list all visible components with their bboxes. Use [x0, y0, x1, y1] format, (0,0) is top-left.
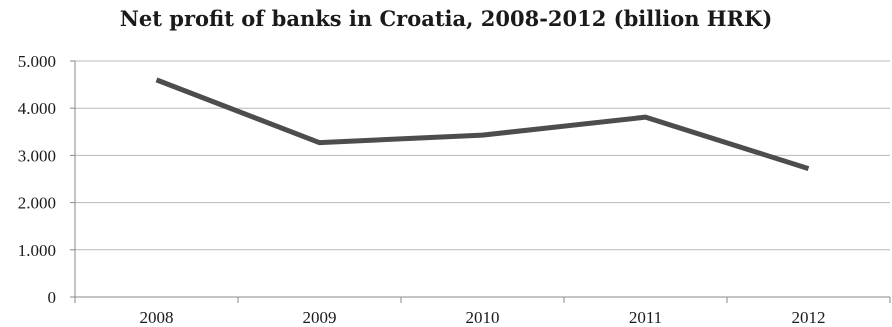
y-tick-label: 0: [48, 288, 57, 307]
chart-title: Net profit of banks in Croatia, 2008-201…: [119, 6, 773, 31]
y-tick-label: 1.000: [18, 241, 56, 260]
y-tick-label: 5.000: [18, 52, 56, 71]
gridlines: [75, 60, 890, 251]
y-tick-label: 3.000: [18, 146, 56, 165]
x-tick-label: 2012: [792, 308, 826, 327]
y-tick-label: 2.000: [18, 194, 56, 213]
series-layer: [155, 77, 810, 172]
x-tick-label: 2010: [466, 308, 500, 327]
axes: [70, 60, 891, 303]
x-tick-label: 2011: [629, 308, 662, 327]
x-tick-label: 2008: [140, 308, 174, 327]
y-tick-label: 4.000: [18, 99, 56, 118]
tick-labels: 0 1.000 2.000 3.000 4.000 5.000 2008 2009 2010 20…: [18, 52, 826, 327]
x-tick-label: 2009: [303, 308, 337, 327]
series-line: [155, 77, 810, 172]
